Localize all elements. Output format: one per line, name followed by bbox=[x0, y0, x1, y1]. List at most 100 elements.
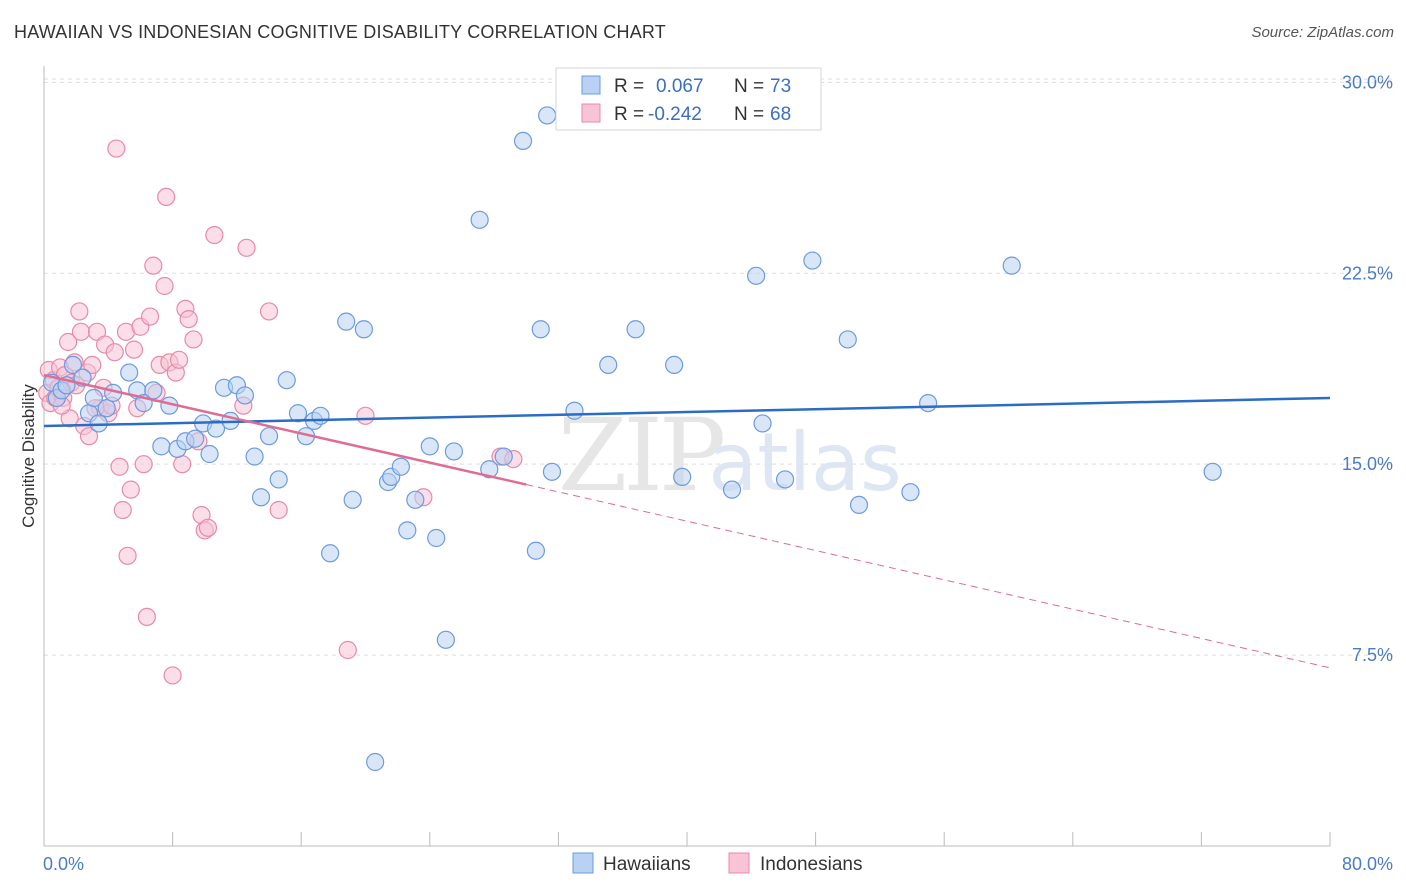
x-tick-label-min: 0.0% bbox=[43, 854, 84, 874]
hawaiian-point bbox=[84, 388, 103, 408]
watermark-atlas: atlas bbox=[708, 416, 901, 509]
indonesian-point bbox=[259, 302, 279, 321]
hawaiian-point bbox=[277, 371, 296, 390]
hawaiian-point bbox=[803, 251, 822, 270]
y-tick-label: 15.0% bbox=[1342, 454, 1393, 474]
legend-indonesians-label: Indonesians bbox=[760, 854, 862, 875]
indonesian-point bbox=[137, 607, 156, 627]
indonesian-point bbox=[110, 457, 129, 476]
indonesian-point bbox=[237, 238, 256, 257]
hawaiian-point bbox=[838, 330, 857, 349]
hawaiian-point bbox=[406, 490, 425, 509]
indonesians-trend-line bbox=[43, 373, 527, 486]
hawaiian-point bbox=[599, 355, 618, 375]
hawaiian-point bbox=[337, 312, 356, 331]
hawaiian-point bbox=[480, 460, 499, 479]
hawaiian-point bbox=[343, 490, 362, 509]
hawaiian-point bbox=[391, 457, 410, 476]
y-tick-label: 7.5% bbox=[1352, 645, 1393, 665]
indonesian-point bbox=[269, 500, 288, 520]
axes-layer bbox=[43, 66, 1331, 847]
indonesian-point bbox=[157, 187, 176, 207]
legend-r-value-1: 0.067 bbox=[656, 76, 704, 97]
series-legend: Hawaiians Indonesians bbox=[572, 852, 862, 875]
indonesian-point bbox=[71, 322, 91, 341]
indonesian-point bbox=[59, 332, 78, 352]
hawaiian-point bbox=[919, 393, 938, 413]
legend-r-label-1: R = bbox=[614, 76, 644, 97]
hawaiian-point bbox=[259, 427, 279, 446]
watermark-zip: ZIP bbox=[558, 397, 723, 514]
legend-n-value-1: 73 bbox=[770, 76, 791, 97]
hawaiian-point bbox=[311, 406, 330, 425]
hawaiian-point bbox=[565, 401, 584, 420]
hawaiian-point bbox=[1002, 256, 1021, 275]
indonesian-point bbox=[121, 480, 140, 499]
grid-layer: 7.5% 15.0% 22.5% 30.0% bbox=[44, 72, 1393, 665]
indonesian-point bbox=[179, 309, 198, 329]
indonesian-point bbox=[198, 518, 218, 537]
legend-r-label-2: R = bbox=[614, 104, 644, 125]
indonesian-point bbox=[107, 139, 126, 158]
hawaiian-point bbox=[494, 447, 513, 466]
source-label: Source: ZipAtlas.com bbox=[1251, 24, 1394, 41]
hawaiian-point bbox=[513, 131, 533, 151]
hawaiian-point bbox=[120, 363, 139, 382]
hawaiian-point bbox=[538, 106, 557, 125]
hawaiian-point bbox=[152, 437, 171, 456]
hawaiian-point bbox=[665, 355, 684, 375]
indonesian-point bbox=[105, 343, 124, 362]
hawaiian-point bbox=[321, 544, 340, 563]
indonesian-point bbox=[184, 330, 203, 349]
indonesian-point bbox=[205, 225, 224, 245]
hawaiian-point bbox=[420, 437, 439, 456]
hawaiian-point bbox=[366, 752, 385, 772]
x-tick-label-max: 80.0% bbox=[1342, 854, 1393, 874]
indonesian-point bbox=[163, 666, 182, 685]
hawaiian-point bbox=[753, 414, 772, 433]
indonesian-point bbox=[113, 500, 132, 520]
hawaiian-point bbox=[97, 399, 116, 418]
trend-lines bbox=[43, 373, 1331, 669]
indonesian-point bbox=[134, 455, 153, 474]
hawaiian-point bbox=[470, 210, 489, 229]
hawaiian-point bbox=[63, 355, 83, 375]
legend-n-label-1: N = bbox=[734, 76, 764, 97]
y-axis-title: Cognitive Disability bbox=[19, 384, 38, 528]
legend-hawaiians-label: Hawaiians bbox=[603, 854, 691, 875]
hawaiian-point bbox=[186, 429, 205, 448]
hawaiian-point bbox=[436, 630, 455, 649]
hawaiian-point bbox=[200, 444, 219, 464]
hawaiian-point bbox=[144, 381, 163, 400]
indonesian-point bbox=[83, 355, 102, 375]
legend-n-label-2: N = bbox=[734, 104, 764, 125]
legend-n-value-2: 68 bbox=[770, 104, 791, 125]
hawaiian-point bbox=[251, 488, 271, 507]
chart-title: HAWAIIAN VS INDONESIAN COGNITIVE DISABIL… bbox=[14, 22, 666, 42]
hawaiian-point bbox=[542, 462, 562, 481]
indonesian-point bbox=[118, 546, 137, 565]
indonesians-trend-extension bbox=[526, 484, 1331, 669]
indonesian-point bbox=[140, 307, 160, 326]
stats-legend: R = 0.067 N = 73 R = -0.242 N = 68 bbox=[555, 67, 822, 131]
hawaiian-point bbox=[269, 470, 288, 489]
hawaiian-point bbox=[849, 495, 869, 515]
hawaiian-point bbox=[235, 386, 255, 405]
hawaiian-point bbox=[722, 480, 742, 499]
indonesian-point bbox=[70, 302, 89, 321]
indonesian-point bbox=[356, 406, 375, 425]
hawaiian-point bbox=[206, 419, 226, 438]
y-tick-label: 30.0% bbox=[1342, 72, 1393, 92]
indonesian-point bbox=[169, 350, 189, 369]
hawaiian-point bbox=[354, 320, 373, 339]
hawaiians-swatch bbox=[581, 75, 601, 95]
watermark: ZIP atlas bbox=[558, 397, 902, 514]
indonesian-point bbox=[338, 640, 357, 660]
legend-hawaiians-swatch bbox=[572, 852, 594, 874]
hawaiian-point bbox=[775, 470, 795, 489]
indonesian-point bbox=[144, 256, 163, 275]
hawaiian-point bbox=[427, 528, 446, 548]
legend-indonesians-swatch bbox=[728, 852, 750, 874]
hawaiian-point bbox=[288, 404, 308, 423]
